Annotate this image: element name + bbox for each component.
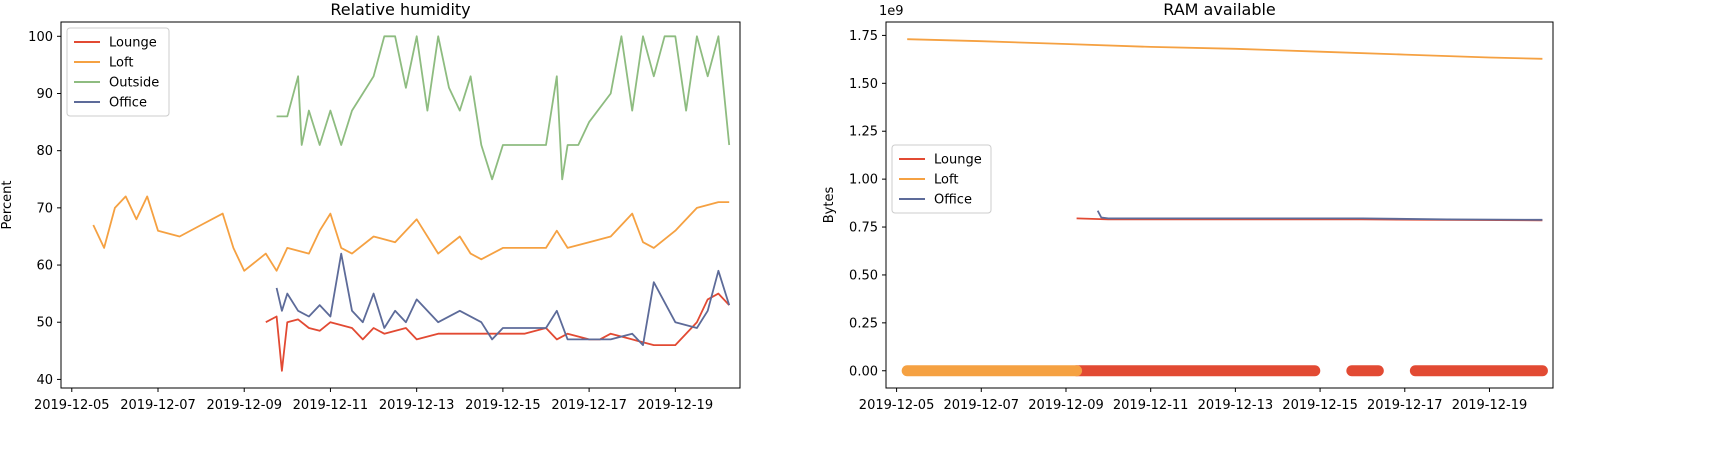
legend: Lounge Loft Outside Office	[66, 27, 170, 117]
series-loft-line	[907, 38, 1543, 60]
x-tick-label: 2019-12-05	[859, 398, 935, 413]
plot-area	[885, 21, 1554, 389]
series-office-line	[1096, 210, 1543, 221]
x-tick-label: 2019-12-15	[465, 398, 541, 413]
legend-label-outside: Outside	[109, 76, 159, 91]
x-tick-label: 2019-12-05	[34, 398, 110, 413]
x-tick-label: 2019-12-11	[293, 398, 369, 413]
series-lounge-line	[265, 292, 730, 372]
legend-label-lounge: Lounge	[934, 153, 982, 168]
y-tick-label: 0.75	[849, 221, 878, 236]
y-tick-label: 0.25	[849, 316, 878, 331]
x-tick-label: 2019-12-09	[206, 398, 282, 413]
y-tick-label: 70	[36, 201, 53, 216]
legend-label-office: Office	[109, 96, 147, 111]
y-offset-label: 1e9	[879, 4, 904, 19]
y-axis-label: Bytes	[822, 187, 837, 224]
x-tick-label: 2019-12-11	[1113, 398, 1189, 413]
legend-box	[891, 144, 992, 214]
y-tick-label: 1.75	[849, 29, 878, 44]
x-tick-label: 2019-12-09	[1028, 398, 1104, 413]
series-layer	[92, 35, 731, 372]
x-tick-label: 2019-12-19	[638, 398, 714, 413]
y-tick-label: 1.50	[849, 77, 878, 92]
chart-title: Relative humidity	[330, 0, 470, 19]
legend-label-loft: Loft	[934, 173, 958, 188]
x-tick-label: 2019-12-15	[1282, 398, 1358, 413]
x-tick-label: 2019-12-13	[1198, 398, 1274, 413]
y-tick-label: 60	[36, 259, 53, 274]
y-tick-label: 40	[36, 373, 53, 388]
y-tick-label: 0.00	[849, 364, 878, 379]
chart-title: RAM available	[1163, 0, 1276, 19]
y-tick-label: 100	[28, 30, 53, 45]
legend: Lounge Loft Office	[891, 144, 992, 214]
series-outside-line	[276, 35, 731, 181]
y-tick-label: 90	[36, 87, 53, 102]
y-tick-label: 50	[36, 316, 53, 331]
series-office-line	[275, 252, 731, 346]
y-tick-label: 1.00	[849, 173, 878, 188]
legend-label-office: Office	[934, 193, 972, 208]
legend-label-loft: Loft	[109, 56, 133, 71]
x-tick-label: 2019-12-19	[1452, 398, 1528, 413]
x-tick-label: 2019-12-13	[379, 398, 455, 413]
y-tick-label: 80	[36, 144, 53, 159]
legend-box	[66, 27, 170, 117]
x-tick-label: 2019-12-07	[944, 398, 1020, 413]
humidity-chart: Relative humidity Percent 40 50 60 70 80 90 100 2…	[0, 0, 741, 413]
y-tick-label: 0.50	[849, 268, 878, 283]
series-loft-line	[92, 195, 730, 272]
x-tick-label: 2019-12-07	[120, 398, 196, 413]
x-tick-label: 2019-12-17	[1367, 398, 1443, 413]
legend-label-lounge: Lounge	[109, 36, 157, 51]
series-layer	[901, 38, 1548, 377]
x-tick-label: 2019-12-17	[551, 398, 627, 413]
y-axis-label: Percent	[0, 181, 15, 230]
y-tick-label: 1.25	[849, 125, 878, 140]
plot-area	[60, 21, 741, 389]
ram-chart: RAM available Bytes 1e9 0.00 0.25 0.50 0.75 1.0…	[822, 0, 1554, 413]
